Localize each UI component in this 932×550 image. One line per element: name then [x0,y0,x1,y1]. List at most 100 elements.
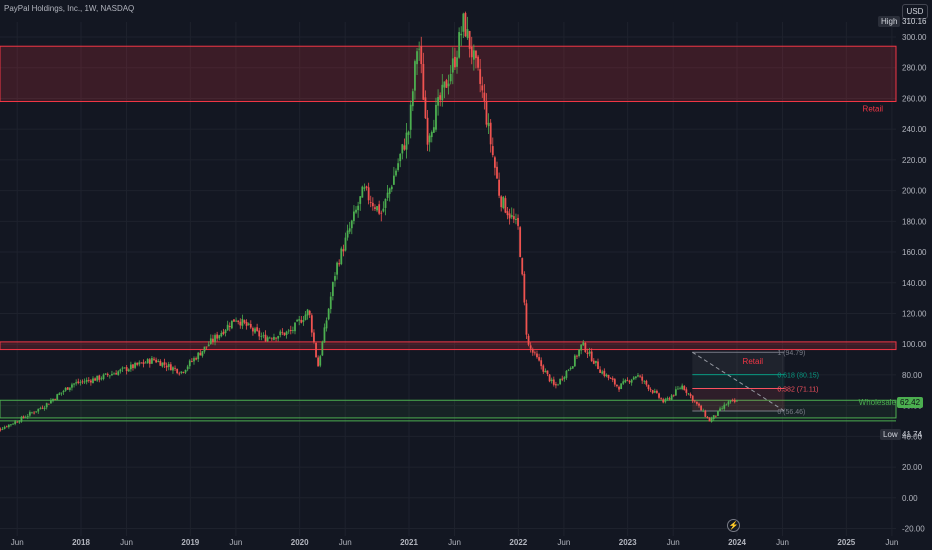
y-tick-label: 140.00 [902,279,927,288]
candle-body [264,334,267,342]
candle-body [439,95,442,100]
candle-body [374,207,376,209]
candle-body [39,408,42,409]
candle-body [662,399,665,403]
candle-body [178,373,181,375]
candle-body [567,369,570,371]
candle-body [58,393,61,395]
candle-body [506,211,509,216]
fib-label: 0.382 (71.11) [777,387,818,394]
candle-body [405,132,408,150]
candle-body [363,187,366,189]
candle-body [35,411,38,413]
x-tick-label: Jun [776,538,789,547]
candle-body [310,315,313,333]
fib-label: 1 (94.79) [777,350,805,357]
candle-body [466,29,469,38]
candle-body [266,337,269,342]
candle-body [502,196,505,209]
candle-body [378,204,381,214]
y-tick-label: 20.00 [902,463,923,472]
candle-body [117,371,120,375]
fibonacci-retracement: 1 (94.79) 0.618 (80.15) 0.382 (71.11) 0 (56… [692,350,819,416]
candle-body [77,381,80,383]
candle-body [111,373,113,376]
candle-body [533,352,536,354]
candle-body [220,332,223,337]
candle-body [698,403,700,406]
candle-body [451,58,454,73]
fib-label: 0.618 (80.15) [777,373,819,380]
candle-body [569,368,572,370]
candle-body [420,46,423,65]
currency-button[interactable]: USD [902,4,928,19]
zone-retail [0,45,897,103]
zone-retail [0,341,897,351]
candle-body [447,83,450,87]
candle-body [557,384,559,386]
candle-body [641,376,644,381]
y-tick-label: 80.00 [902,371,923,380]
candle-body [538,357,540,361]
candle-body [237,320,240,322]
candle-body [195,358,197,360]
candle-body [454,56,456,68]
candle-body [287,330,290,332]
candle-body [47,403,50,405]
candle-body [386,192,389,198]
candle-body [702,410,705,412]
candle-body [470,46,473,58]
zone-label: Wholesale [859,398,897,407]
candle-body [710,418,713,422]
y-tick-label: 200.00 [902,187,927,196]
candle-body [134,362,136,368]
candle-body [85,379,88,382]
candle-body [338,263,341,265]
candle-body [329,296,332,310]
y-tick-label: 240.00 [902,125,927,134]
candle-body [81,381,84,383]
candle-body [214,335,216,342]
candle-body [0,429,2,431]
candle-body [622,381,625,384]
candle-body [485,101,488,125]
candle-body [430,131,433,138]
candle-body [186,366,189,370]
candle-body [365,186,368,188]
x-tick-label: Jun [557,538,570,547]
candle-body [733,399,736,402]
candle-body [104,373,107,375]
candle-body [190,361,193,362]
candle-body [148,359,151,364]
candle-body [401,144,404,154]
candle-body [607,374,610,378]
candle-body [599,369,602,373]
candle-body [605,374,608,377]
candle-body [510,215,513,218]
x-tick-label: Jun [11,538,24,547]
candle-body [201,351,204,356]
y-tick-label: 260.00 [902,94,927,103]
candle-body [344,237,347,251]
candle-body [584,342,587,353]
candle-body [68,387,71,390]
flash-icon[interactable]: ⚡ [727,519,740,532]
candle-body [268,337,271,339]
x-tick-label: 2025 [837,538,855,547]
low-label: Low [880,429,901,440]
candle-body [399,153,402,162]
candle-body [565,370,568,378]
candle-body [550,379,553,382]
candle-body [258,330,261,337]
candle-body [157,360,160,362]
candle-body [639,375,641,377]
candle-body [603,370,606,376]
candle-body [552,379,555,385]
candle-body [350,220,353,229]
candle-body [37,408,40,412]
candle-body [279,331,282,336]
candle-body [230,320,233,329]
candle-body [144,362,147,364]
candle-body [712,415,715,419]
